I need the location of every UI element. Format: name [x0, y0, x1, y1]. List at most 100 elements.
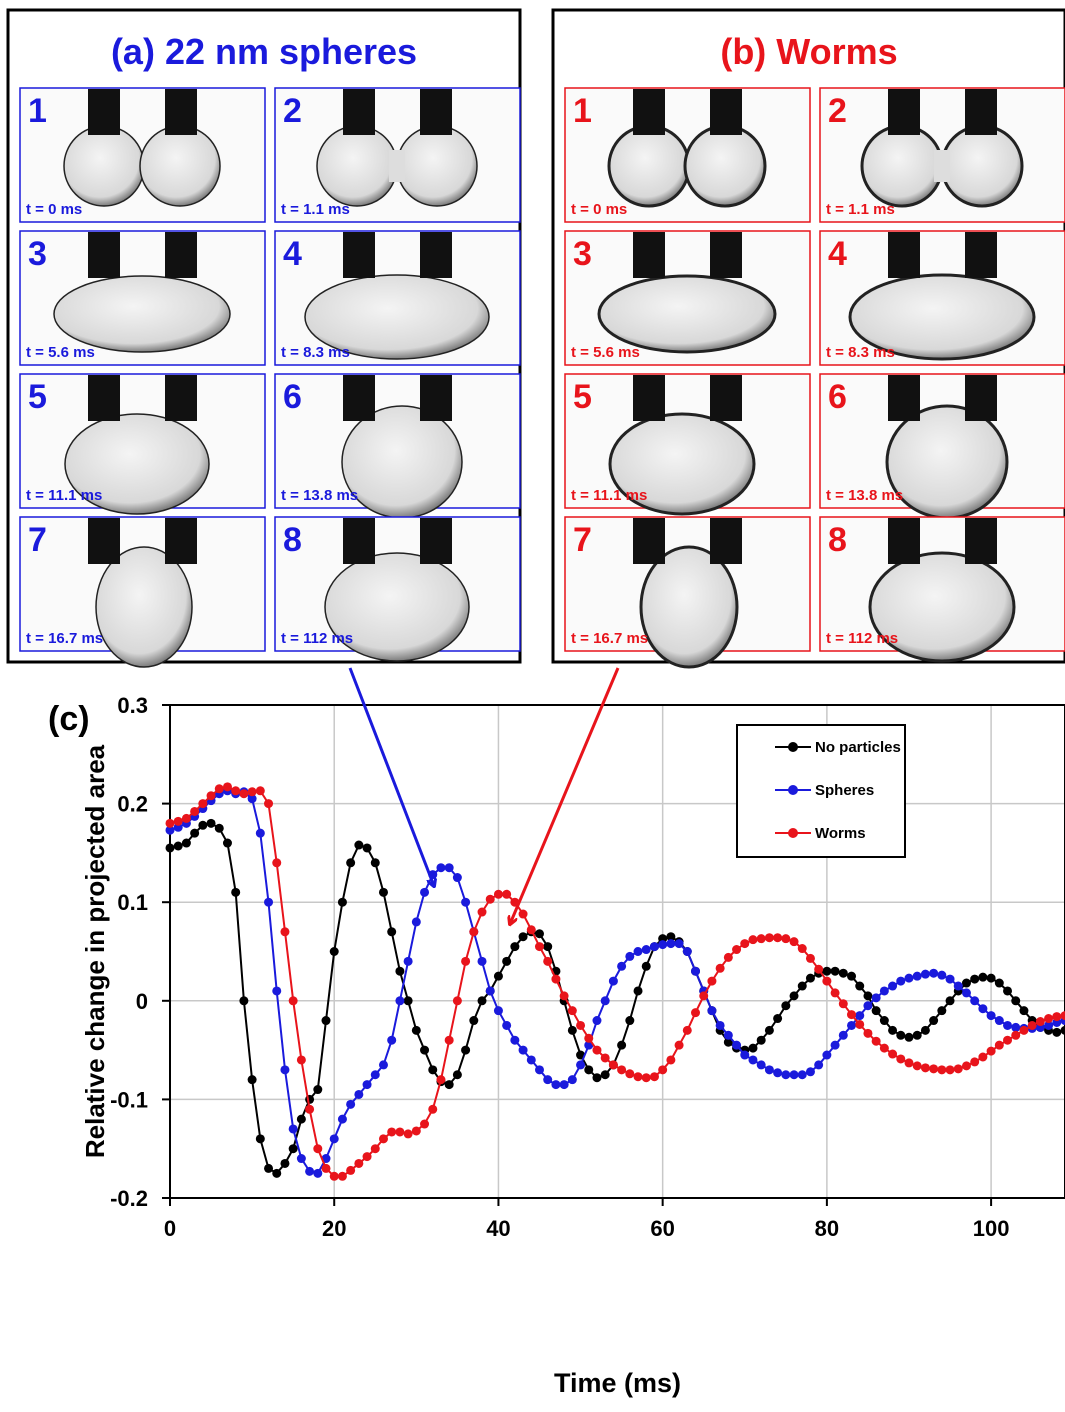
data-point: [486, 986, 495, 995]
data-point: [248, 787, 257, 796]
data-point: [904, 974, 913, 983]
data-point: [937, 971, 946, 980]
frame-number: 2: [828, 92, 847, 130]
data-point: [609, 977, 618, 986]
data-point: [880, 986, 889, 995]
data-point: [239, 996, 248, 1005]
data-point: [888, 982, 897, 991]
legend-label: No particles: [815, 739, 901, 756]
x-tick-label: 40: [486, 1216, 510, 1241]
frame-number: 4: [283, 235, 302, 273]
data-point: [995, 979, 1004, 988]
data-point: [182, 814, 191, 823]
data-point: [395, 996, 404, 1005]
data-point: [913, 972, 922, 981]
data-point: [543, 942, 552, 951]
data-point: [798, 1070, 807, 1079]
plot-frame: [170, 705, 1065, 1198]
frame-number: 5: [28, 378, 47, 416]
data-point: [256, 1134, 265, 1143]
snapshot: 3t = 5.6 ms: [20, 231, 265, 365]
needle: [888, 375, 920, 421]
data-point: [683, 947, 692, 956]
data-point: [765, 933, 774, 942]
data-point: [166, 843, 175, 852]
data-point: [551, 975, 560, 984]
data-point: [634, 1072, 643, 1081]
data-point: [174, 817, 183, 826]
data-point: [707, 1006, 716, 1015]
data-point: [896, 977, 905, 986]
data-point: [609, 1060, 618, 1069]
data-point: [387, 1127, 396, 1136]
data-point: [822, 1051, 831, 1060]
data-point: [634, 947, 643, 956]
snapshot: 7t = 16.7 ms: [20, 517, 265, 667]
data-point: [888, 1050, 897, 1059]
data-point: [297, 1154, 306, 1163]
frame-time: t = 8.3 ms: [826, 344, 895, 361]
data-point: [872, 993, 881, 1002]
data-point: [256, 786, 265, 795]
data-point: [363, 1080, 372, 1089]
data-point: [978, 973, 987, 982]
data-point: [954, 1064, 963, 1073]
data-point: [658, 1065, 667, 1074]
data-point: [535, 929, 544, 938]
data-point: [354, 1090, 363, 1099]
data-point: [790, 991, 799, 1000]
data-point: [790, 937, 799, 946]
panel-title: (a) 22 nm spheres: [111, 31, 417, 72]
data-point: [363, 843, 372, 852]
data-point: [855, 1020, 864, 1029]
data-point: [445, 1080, 454, 1089]
data-point: [921, 970, 930, 979]
droplet: [887, 406, 1007, 518]
legend-label: Worms: [815, 825, 866, 842]
data-point: [724, 953, 733, 962]
data-point: [863, 1001, 872, 1010]
needle: [420, 375, 452, 421]
data-point: [519, 1046, 528, 1055]
data-point: [863, 991, 872, 1000]
data-point: [453, 1070, 462, 1079]
data-point: [839, 969, 848, 978]
data-point: [642, 945, 651, 954]
data-point: [207, 819, 216, 828]
data-point: [921, 1026, 930, 1035]
data-point: [404, 957, 413, 966]
data-point: [231, 786, 240, 795]
droplet: [64, 126, 144, 206]
data-point: [978, 1053, 987, 1062]
snapshot: 1t = 0 ms: [20, 88, 265, 222]
snapshot: 5t = 11.1 ms: [565, 374, 810, 514]
data-point: [888, 1026, 897, 1035]
data-point: [239, 789, 248, 798]
data-point: [716, 964, 725, 973]
data-point: [601, 996, 610, 1005]
data-point: [601, 1070, 610, 1079]
data-point: [946, 975, 955, 984]
data-point: [880, 1044, 889, 1053]
frame-time: t = 112 ms: [826, 630, 898, 647]
data-point: [412, 1126, 421, 1135]
data-point: [822, 967, 831, 976]
data-point: [445, 1036, 454, 1045]
data-point: [592, 1073, 601, 1082]
data-point: [404, 1129, 413, 1138]
data-point: [502, 1021, 511, 1030]
data-point: [576, 1021, 585, 1030]
needle: [343, 232, 375, 278]
data-point: [543, 957, 552, 966]
data-point: [502, 890, 511, 899]
data-point: [798, 982, 807, 991]
data-point: [395, 1127, 404, 1136]
needle: [420, 232, 452, 278]
data-point: [387, 1036, 396, 1045]
data-point: [198, 799, 207, 808]
data-point: [264, 799, 273, 808]
data-point: [814, 1060, 823, 1069]
x-tick-label: 20: [322, 1216, 346, 1241]
data-point: [519, 932, 528, 941]
data-point: [822, 977, 831, 986]
